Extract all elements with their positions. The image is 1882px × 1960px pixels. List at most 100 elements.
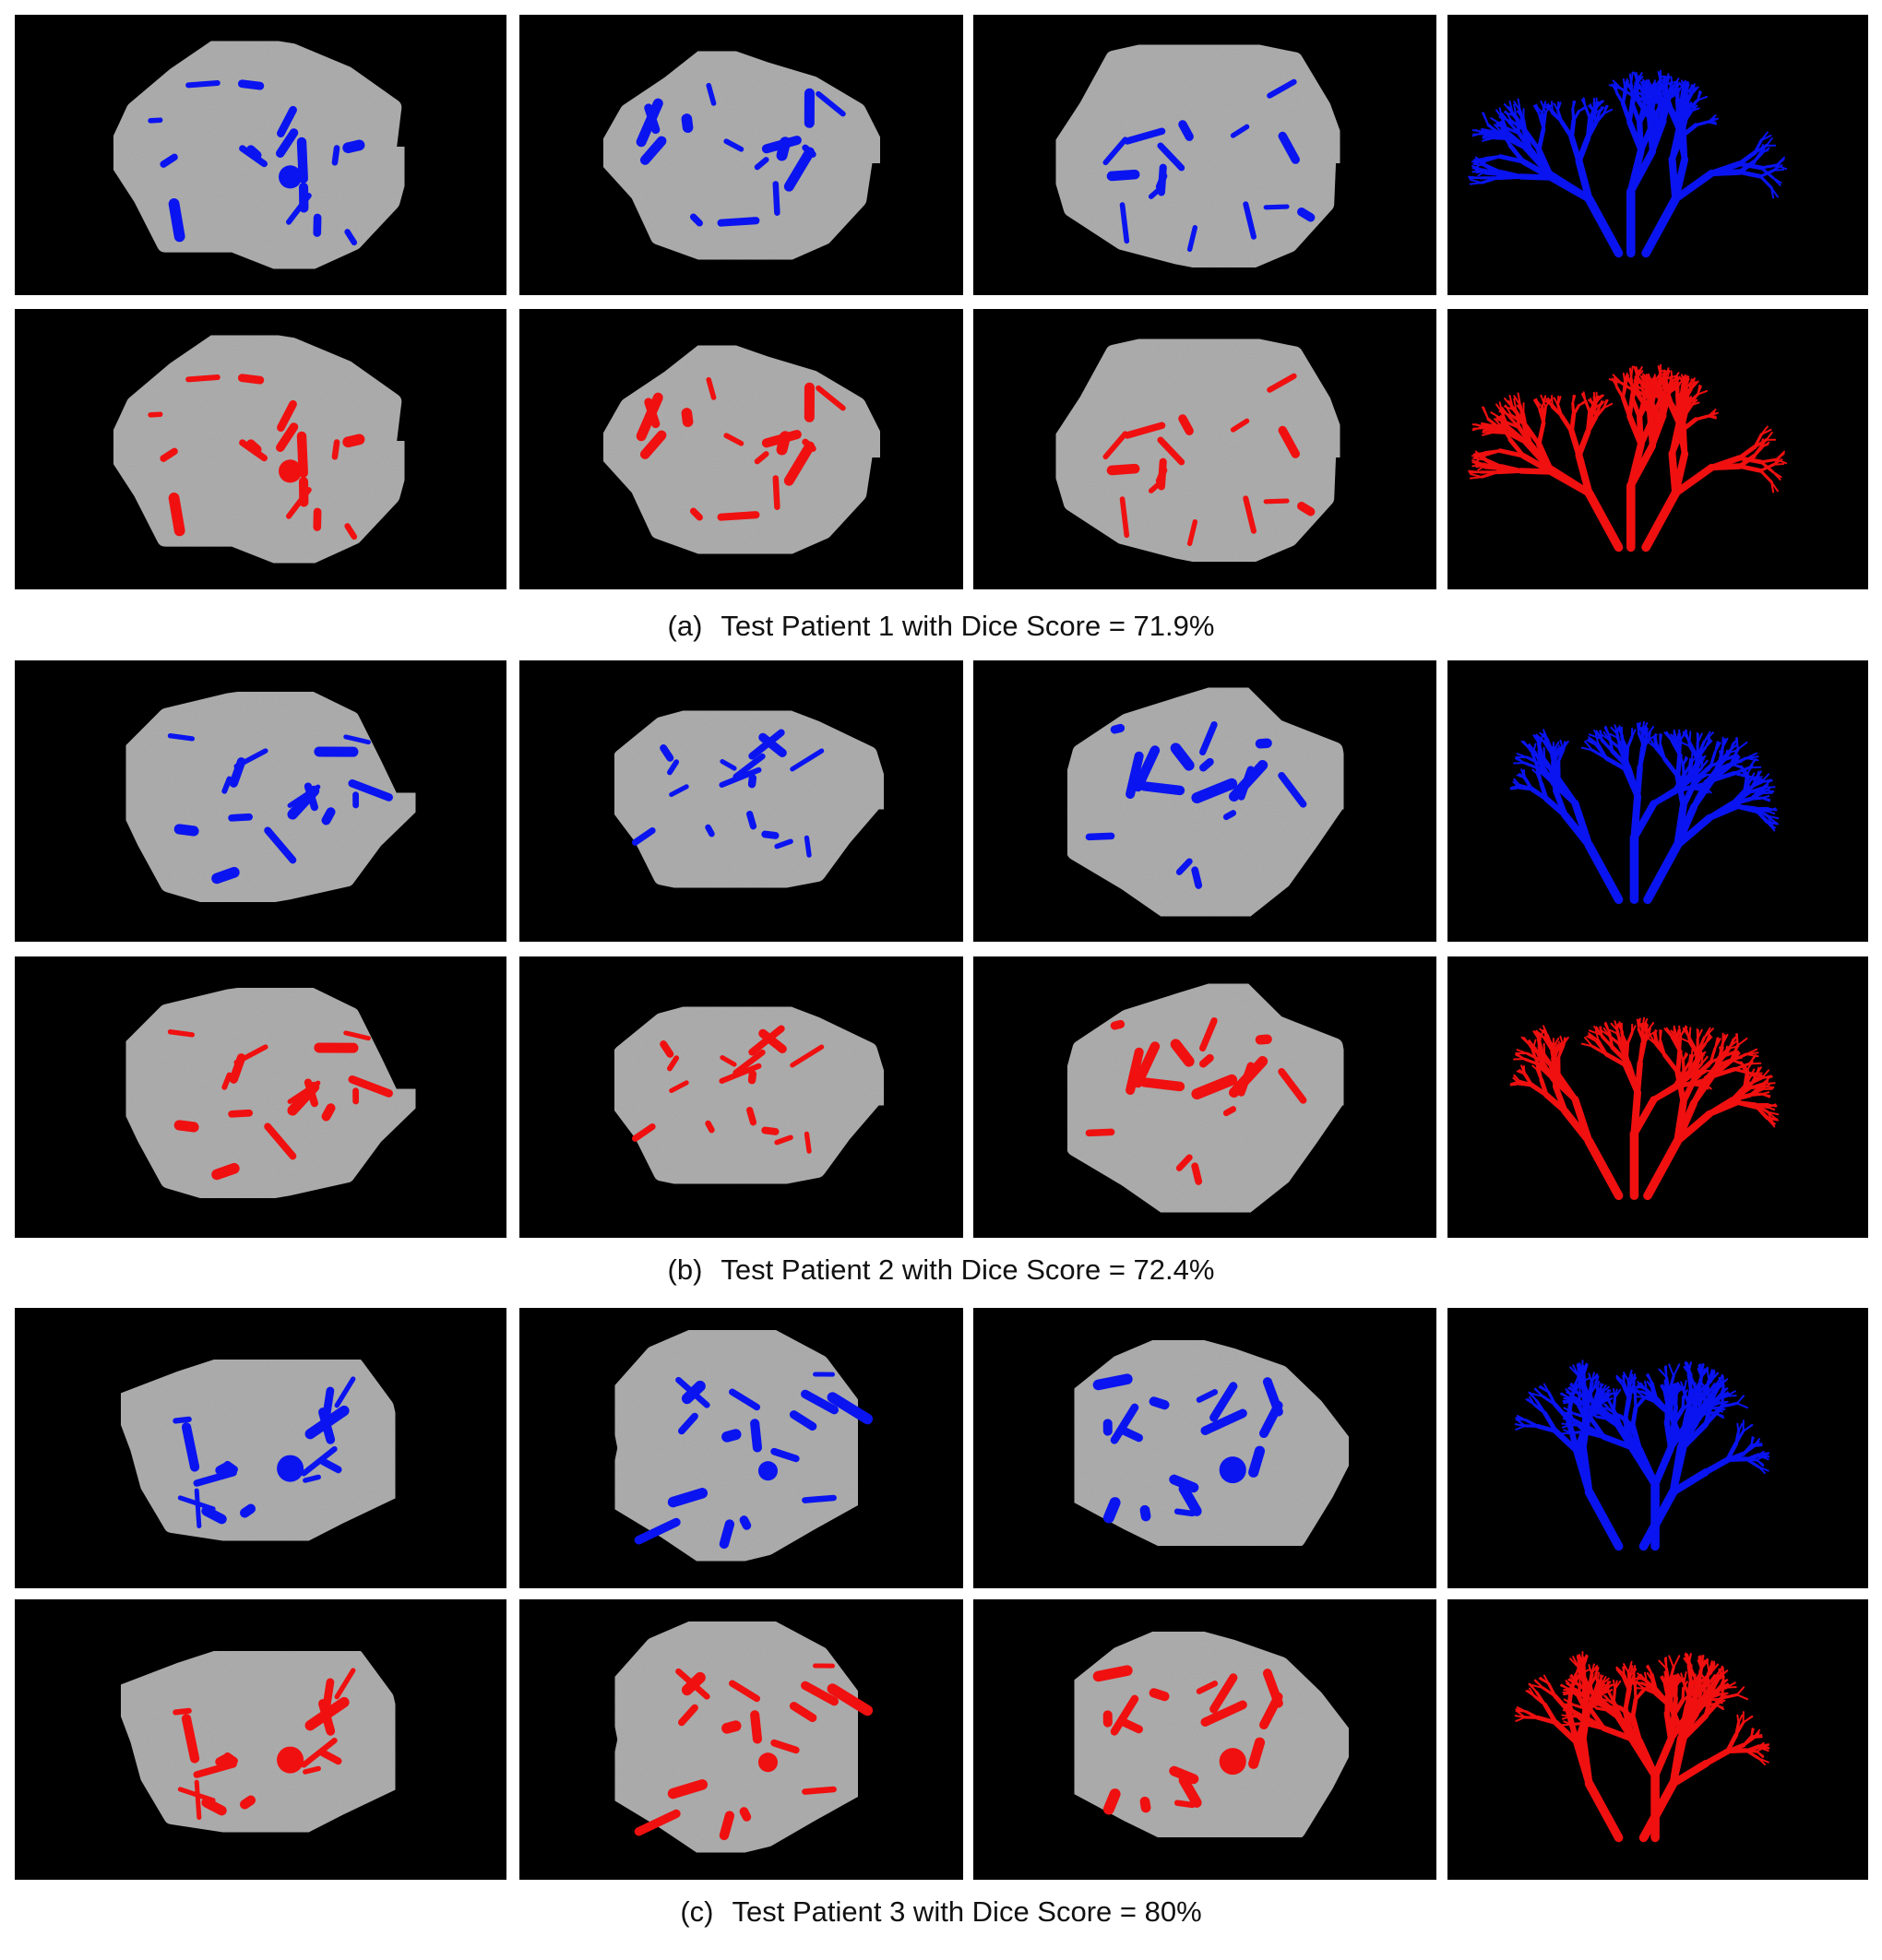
- vessel-tree-branch: [1639, 375, 1648, 387]
- vessel-tree-branch: [1574, 1412, 1593, 1421]
- vessel-tree-branch: [1645, 82, 1650, 94]
- ground-truth-image: [973, 956, 1436, 1238]
- vessel-tree-branch: [1525, 1398, 1536, 1407]
- vessel-tree-branch: [1760, 134, 1772, 141]
- vessel-tree-branch: [1708, 1674, 1716, 1685]
- vessel-tree-branch: [1513, 101, 1522, 113]
- vessel: [631, 827, 656, 846]
- vessel-tree-branch: [1631, 93, 1641, 100]
- prediction-image: [519, 660, 963, 942]
- vessel-tree-branch: [1650, 739, 1657, 750]
- vessel-tree-branch: [1596, 1674, 1604, 1684]
- vessel-tree-branch: [1636, 120, 1644, 154]
- vessel: [1278, 425, 1300, 458]
- vessel-tree-branch: [1757, 1743, 1770, 1747]
- vessel-tree-branch: [1508, 100, 1514, 115]
- vessel-tree-branch: [1728, 748, 1740, 754]
- vessel-tree-branch: [1541, 396, 1546, 409]
- liver-slice: [1059, 975, 1352, 1221]
- vessel-tree-branch: [1757, 1455, 1770, 1458]
- vessel-tree-branch: [1728, 1039, 1734, 1050]
- vessel: [783, 441, 816, 486]
- vessel-tree-branch: [1686, 1664, 1693, 1685]
- vessel: [757, 1752, 778, 1773]
- vessel-tree-branch: [1760, 1091, 1770, 1096]
- vessel-tree-branch: [1684, 107, 1692, 123]
- vessel-tree-branch: [1718, 1401, 1729, 1406]
- vessel-tree-branch: [1501, 113, 1510, 124]
- vessel-tree-branch: [1651, 1443, 1675, 1489]
- vessel-tree-branch: [1713, 1038, 1721, 1050]
- vessel: [660, 1040, 674, 1058]
- vessel: [348, 778, 393, 802]
- vessel-tree-branch: [1668, 1363, 1675, 1377]
- vessel-tree-branch: [1588, 736, 1600, 745]
- vessel-tree-branch: [1633, 365, 1638, 378]
- vessel-tree-branch: [1563, 1429, 1573, 1434]
- vessel: [343, 1030, 371, 1041]
- vessel-tree-branch: [1762, 786, 1776, 789]
- vessel: [719, 1519, 735, 1550]
- vessel-tree-branch: [1563, 1417, 1576, 1423]
- vessel-tree-branch: [1534, 1387, 1544, 1398]
- vessel: [1133, 745, 1161, 792]
- vessel-tree-branch: [1654, 100, 1672, 111]
- vessel-tree-branch: [1536, 1067, 1543, 1082]
- vessel-tree-branch: [1578, 106, 1587, 113]
- vessel-tree-branch: [1748, 1054, 1757, 1065]
- vessel-tree-branch: [1737, 160, 1757, 174]
- vessel: [177, 1787, 216, 1803]
- vessel: [1170, 742, 1195, 771]
- vessel-tree-branch: [1704, 1690, 1720, 1700]
- vessel-tree-branch: [1637, 83, 1650, 100]
- vessel: [1139, 1077, 1185, 1092]
- vessel-tree-branch: [1712, 1672, 1722, 1683]
- vessel: [816, 90, 846, 117]
- vessel: [321, 807, 336, 826]
- vessel-tree-branch: [1571, 1688, 1581, 1700]
- vessel-tree-branch: [1666, 85, 1672, 98]
- vessel-tree-branch: [1601, 1725, 1635, 1742]
- vessel-tree-branch: [1669, 1734, 1685, 1788]
- vessel: [1085, 1128, 1115, 1137]
- vessel-tree-branch: [1490, 117, 1504, 126]
- vessel-tree-branch: [1737, 445, 1757, 460]
- vessel-tree-branch: [1535, 1062, 1555, 1081]
- vessel-tree-branch: [1493, 428, 1513, 435]
- vessel: [229, 1053, 246, 1084]
- vessel-tree-branch: [1771, 470, 1781, 481]
- vessel-tree-branch: [1585, 415, 1599, 434]
- vessel: [1198, 1017, 1218, 1052]
- vessel-tree-branch: [1560, 1683, 1570, 1691]
- vessel-tree-branch: [1578, 1362, 1586, 1376]
- vessel-tree-branch: [1469, 470, 1483, 474]
- ground-truth-image: [15, 956, 506, 1238]
- vessel-tree-branch: [1766, 810, 1776, 814]
- vessel-tree-branch: [1758, 169, 1776, 178]
- vessel: [706, 376, 717, 400]
- vessel-tree-branch: [1615, 1375, 1626, 1384]
- vessel-tree-branch: [1471, 165, 1485, 172]
- vessel-tree-branch: [1702, 1748, 1732, 1767]
- vessel-tree-branch: [1626, 148, 1657, 196]
- vessel: [221, 1072, 232, 1090]
- vessel-tree-branch: [1548, 1037, 1554, 1048]
- vessel-tree-branch: [1480, 176, 1500, 184]
- vessel: [772, 475, 780, 511]
- vessel: [334, 1668, 356, 1700]
- vessel-tree-branch: [1594, 406, 1601, 420]
- vessel: [1119, 1426, 1143, 1443]
- vessel-tree-branch: [1516, 1419, 1527, 1427]
- vessel-tree-branch: [1533, 398, 1541, 410]
- vessel-tree-branch: [1629, 1422, 1643, 1453]
- vessel-tree-branch: [1688, 1054, 1693, 1064]
- vessel-tree-branch: [1655, 743, 1667, 761]
- vessel-tree-branch: [1716, 1686, 1728, 1693]
- vessel: [228, 813, 253, 822]
- vessel-tree-branch: [1712, 1381, 1722, 1392]
- liver-slice: [1047, 330, 1349, 570]
- vessel-tree-branch: [1584, 1778, 1624, 1843]
- vessel-tree-branch: [1650, 383, 1659, 394]
- vessel-tree-branch: [1622, 1706, 1635, 1742]
- vessel-tree-branch: [1650, 1035, 1657, 1046]
